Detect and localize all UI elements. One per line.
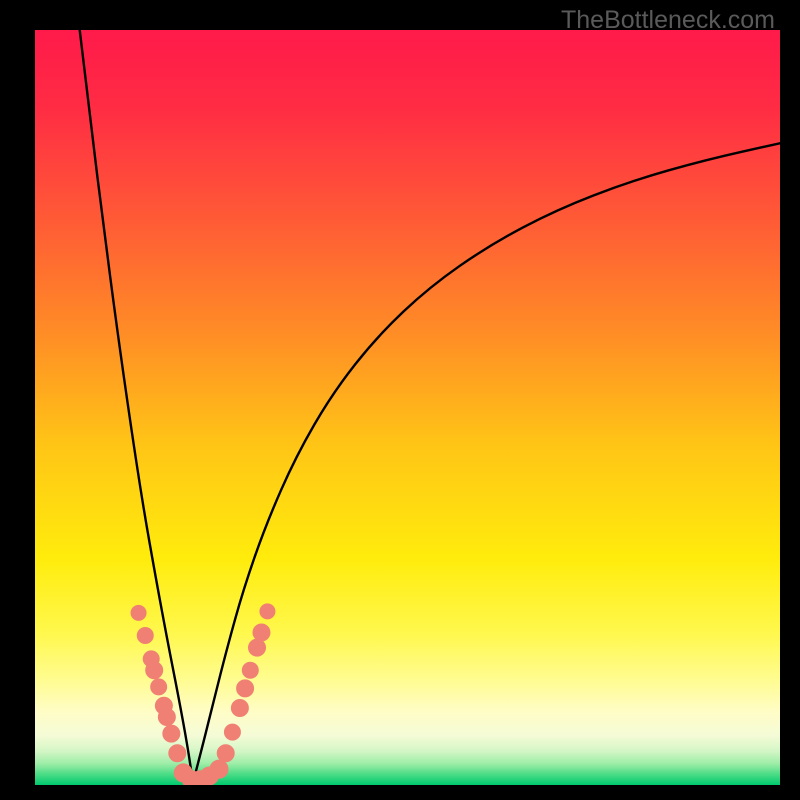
plot-area (35, 30, 780, 785)
data-marker (237, 680, 254, 697)
data-marker (163, 725, 180, 742)
data-marker (242, 662, 258, 678)
data-marker (131, 605, 146, 620)
data-marker (151, 679, 167, 695)
data-marker (249, 639, 266, 656)
data-marker (169, 745, 186, 762)
data-marker (158, 709, 175, 726)
chart-root: TheBottleneck.com (0, 0, 800, 800)
data-marker (231, 699, 248, 716)
data-marker (217, 745, 234, 762)
data-marker (260, 604, 275, 619)
data-marker (253, 624, 270, 641)
watermark-text: TheBottleneck.com (561, 6, 775, 35)
data-marker (224, 724, 240, 740)
data-marker (137, 628, 153, 644)
data-marker (146, 662, 163, 679)
data-marker (210, 760, 228, 778)
